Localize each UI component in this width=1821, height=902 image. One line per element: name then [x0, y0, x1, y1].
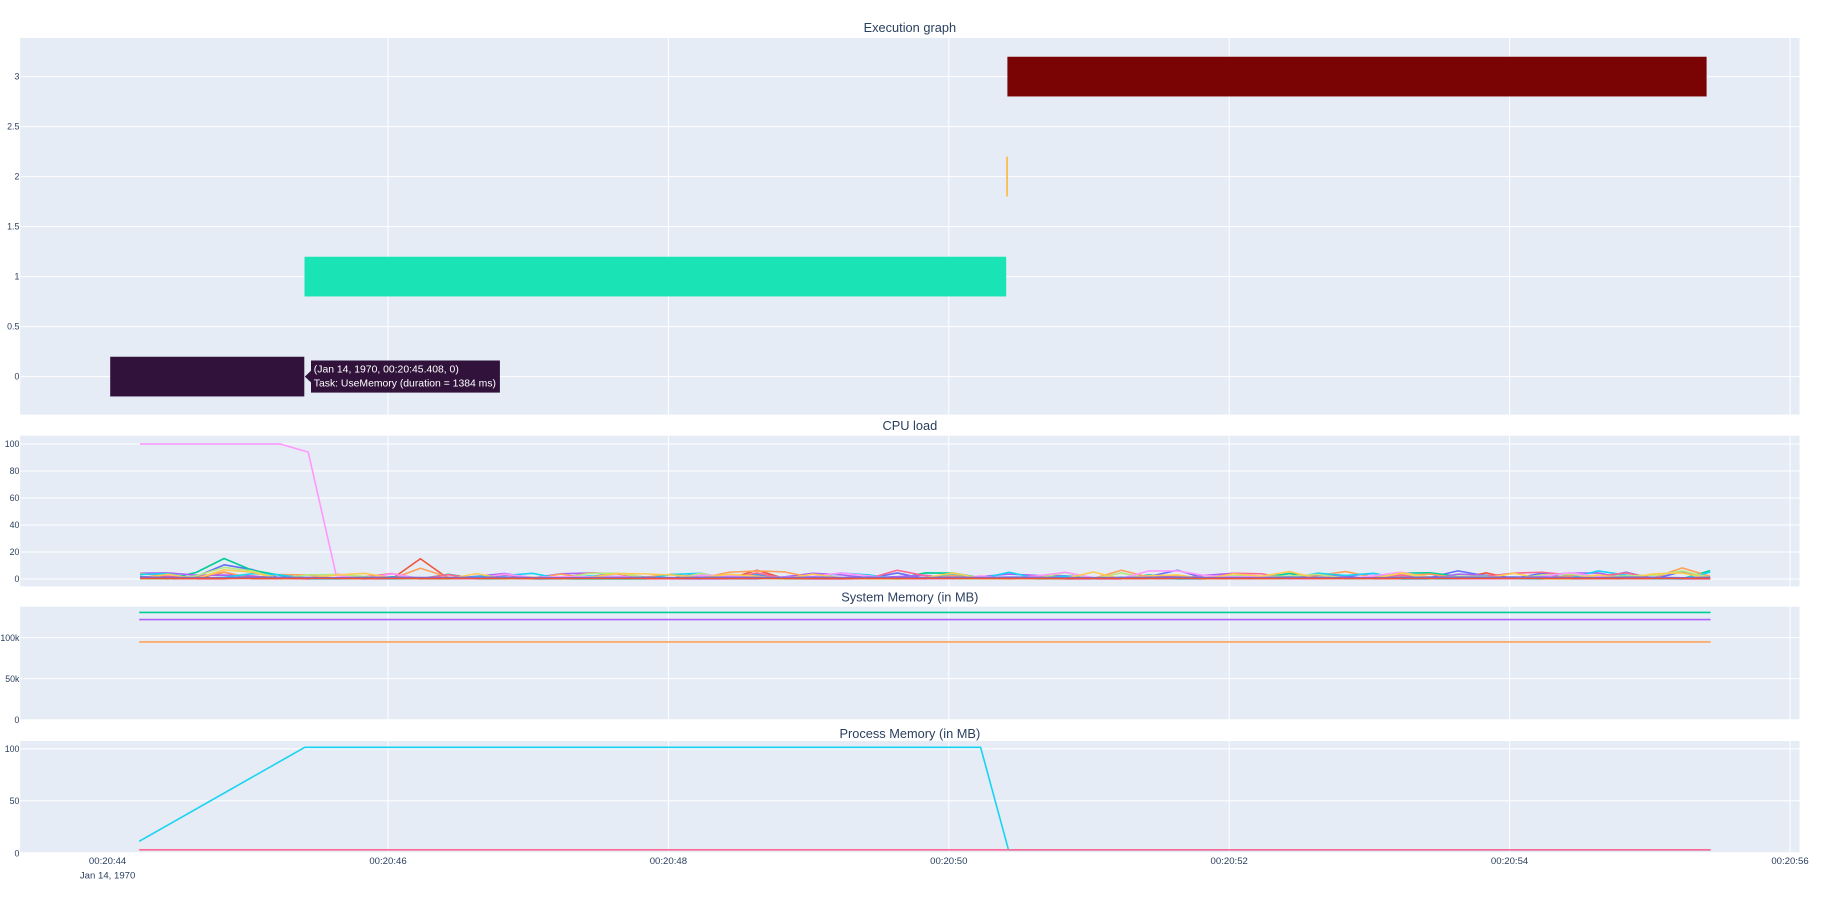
svg-text:0: 0 — [14, 372, 19, 382]
svg-text:Task: UseMemory (duration = 13: Task: UseMemory (duration = 1384 ms) — [314, 378, 496, 389]
svg-text:(Jan 14, 1970, 00:20:45.408, 0: (Jan 14, 1970, 00:20:45.408, 0) — [314, 364, 459, 375]
svg-text:2.5: 2.5 — [7, 122, 19, 132]
svg-text:00:20:46: 00:20:46 — [369, 856, 406, 867]
svg-text:100: 100 — [5, 439, 20, 449]
svg-text:Process Memory (in MB): Process Memory (in MB) — [839, 726, 980, 741]
svg-text:0: 0 — [14, 715, 19, 725]
svg-text:Jan 14, 1970: Jan 14, 1970 — [80, 870, 135, 881]
svg-text:00:20:52: 00:20:52 — [1211, 856, 1248, 867]
svg-text:00:20:50: 00:20:50 — [930, 856, 967, 867]
svg-text:1.5: 1.5 — [7, 222, 19, 232]
svg-text:00:20:54: 00:20:54 — [1491, 856, 1529, 867]
svg-text:80: 80 — [10, 466, 20, 476]
svg-text:CPU load: CPU load — [882, 418, 937, 433]
svg-text:Execution graph: Execution graph — [864, 20, 956, 35]
svg-text:60: 60 — [10, 493, 20, 503]
svg-text:2: 2 — [14, 172, 19, 182]
svg-text:100k: 100k — [0, 633, 20, 643]
svg-text:0.5: 0.5 — [7, 322, 19, 332]
svg-text:00:20:48: 00:20:48 — [650, 856, 687, 867]
svg-text:System Memory (in MB): System Memory (in MB) — [841, 589, 978, 604]
svg-text:00:20:56: 00:20:56 — [1771, 856, 1808, 867]
svg-text:0: 0 — [14, 574, 19, 584]
svg-text:0: 0 — [14, 849, 19, 859]
svg-text:00:20:44: 00:20:44 — [89, 856, 127, 867]
svg-text:1: 1 — [14, 272, 19, 282]
svg-text:50: 50 — [10, 796, 20, 806]
svg-text:50k: 50k — [5, 674, 20, 684]
svg-text:40: 40 — [10, 520, 20, 530]
svg-text:3: 3 — [14, 72, 19, 82]
svg-text:100: 100 — [5, 744, 20, 754]
svg-text:20: 20 — [10, 547, 20, 557]
